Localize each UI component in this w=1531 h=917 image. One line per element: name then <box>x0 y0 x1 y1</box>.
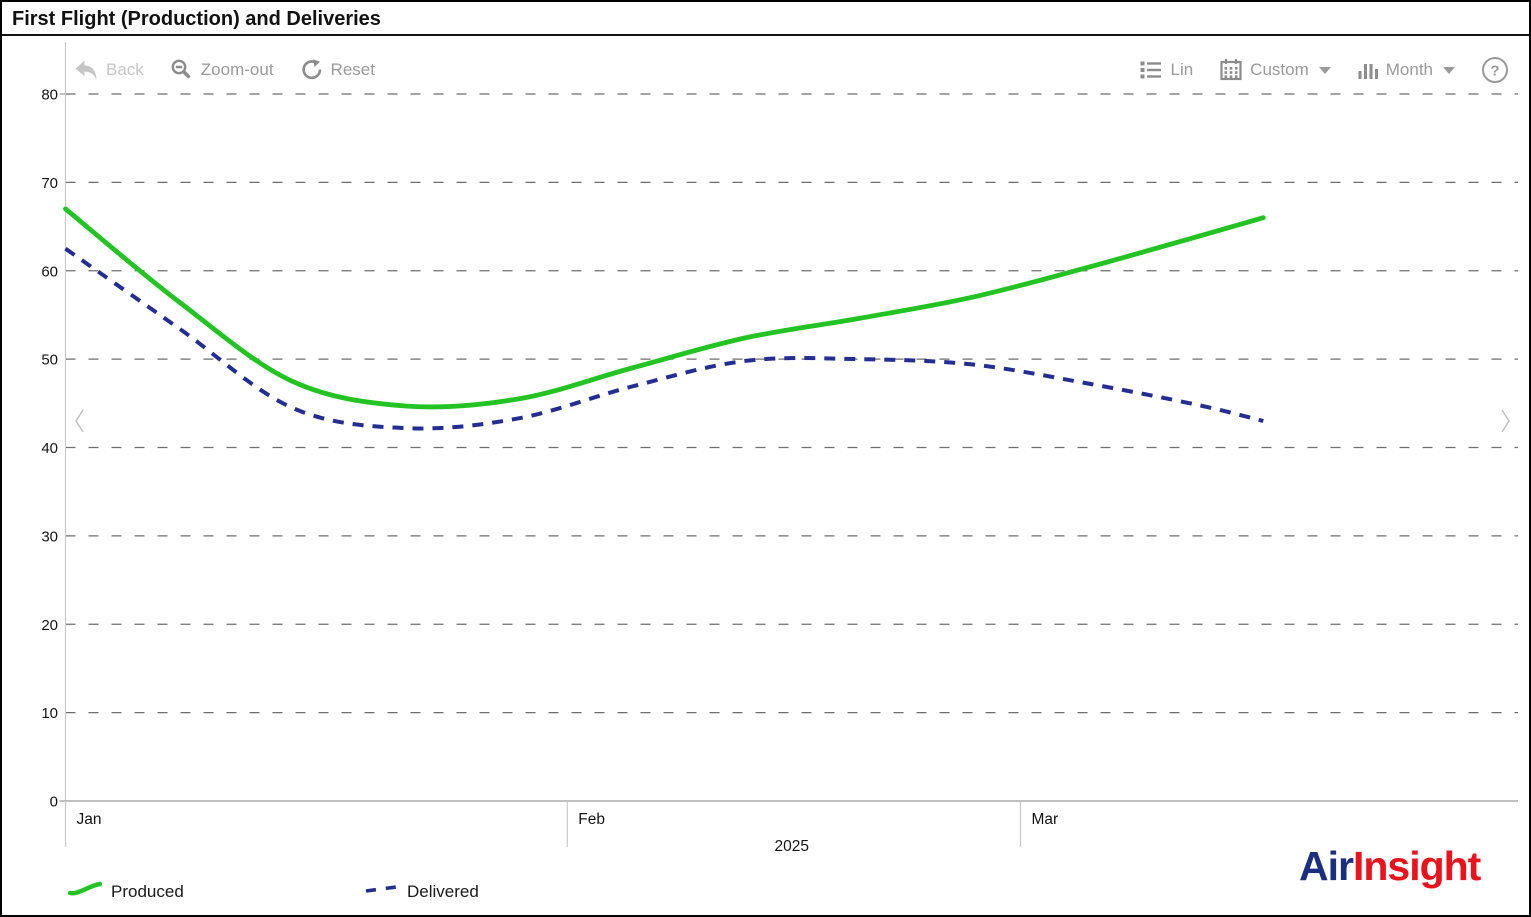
legend-item-produced[interactable]: Produced <box>67 881 184 902</box>
y-axis-tick-label: 40 <box>41 440 58 457</box>
zoom-out-button[interactable]: Zoom-out <box>170 58 274 82</box>
page-title: First Flight (Production) and Deliveries <box>2 2 1529 36</box>
y-axis-tick-label: 50 <box>41 352 58 369</box>
zoom-out-button-label: Zoom-out <box>200 60 274 79</box>
pan-left-arrow[interactable] <box>74 408 86 439</box>
pan-right-arrow[interactable] <box>1499 408 1511 439</box>
toolbar-right: Lin Custom <box>1139 54 1509 86</box>
svg-text:?: ? <box>1490 63 1499 80</box>
reset-button-label: Reset <box>330 60 375 79</box>
chevron-down-icon <box>1443 66 1455 74</box>
y-axis-tick-label: 60 <box>41 263 58 280</box>
y-axis-tick-label: 70 <box>41 175 58 192</box>
legend-delivered-label: Delivered <box>407 881 479 901</box>
y-axis-tick-label: 0 <box>50 794 58 811</box>
period-dropdown[interactable]: Month <box>1357 58 1455 82</box>
linear-scale-button[interactable]: Lin <box>1139 58 1193 82</box>
legend-produced-label: Produced <box>111 881 184 901</box>
calendar-icon <box>1219 58 1243 82</box>
produced-line-swatch <box>67 881 103 902</box>
logo-air-text: Air <box>1299 843 1354 889</box>
list-icon <box>1139 58 1163 82</box>
y-axis-tick-label: 20 <box>41 617 58 634</box>
help-icon: ? <box>1481 56 1509 84</box>
back-button-label: Back <box>106 60 144 79</box>
chevron-down-icon <box>1318 66 1331 74</box>
airinsight-logo: AirInsight <box>1299 843 1481 890</box>
x-axis-year-label: 2025 <box>775 838 809 855</box>
x-axis-month-label: Mar <box>1031 811 1058 828</box>
y-axis-tick-label: 80 <box>41 87 58 104</box>
delivered-line-swatch <box>364 881 398 902</box>
x-axis-month-label: Jan <box>77 811 102 828</box>
delivered-line <box>64 247 1264 431</box>
legend-item-delivered[interactable]: Delivered <box>364 881 479 902</box>
linear-scale-label: Lin <box>1170 60 1194 79</box>
period-label: Month <box>1385 60 1433 79</box>
x-axis-month-label: Feb <box>578 811 605 828</box>
logo-insight-text: Insight <box>1352 843 1481 889</box>
reset-icon <box>300 58 324 82</box>
help-button[interactable]: ? <box>1481 56 1509 84</box>
custom-range-dropdown[interactable]: Custom <box>1219 58 1331 82</box>
y-axis-tick-label: 30 <box>41 528 58 545</box>
y-axis-tick-label: 10 <box>41 705 58 722</box>
custom-range-label: Custom <box>1250 60 1309 79</box>
reset-button[interactable]: Reset <box>300 58 375 82</box>
zoom-out-icon <box>170 58 194 82</box>
bar-chart-icon <box>1357 58 1379 82</box>
back-button[interactable]: Back <box>74 59 144 81</box>
undo-arrow-icon <box>74 59 99 81</box>
toolbar-left: Back Zoom-out Reset <box>74 54 375 86</box>
produced-line <box>63 206 1266 410</box>
